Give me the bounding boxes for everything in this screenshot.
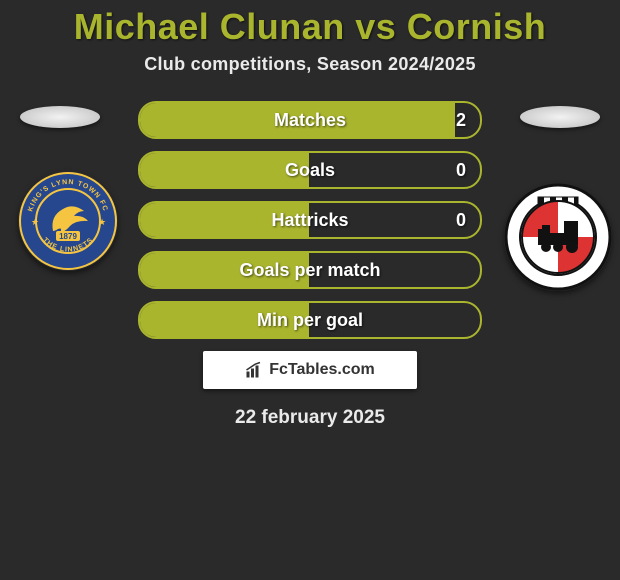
crest-left-year: 1879 [59,232,77,241]
svg-text:★: ★ [98,217,106,227]
bar-matches: Matches 2 [138,101,482,139]
player-disc-right [520,106,600,128]
bar-min-per-goal: Min per goal [138,301,482,339]
comparison-infographic: Michael Clunan vs Cornish Club competiti… [0,0,620,580]
crest-right-svg: The Quakers [504,183,612,291]
bar-label: Goals per match [140,253,480,287]
svg-text:★: ★ [31,217,39,227]
content-area: KING'S LYNN TOWN FC THE LINNETS 1879 ★ ★ [0,101,620,429]
brand-box: FcTables.com [203,351,417,389]
bar-goals: Goals 0 [138,151,482,189]
player-disc-left [20,106,100,128]
club-crest-left: KING'S LYNN TOWN FC THE LINNETS 1879 ★ ★ [18,171,118,271]
bar-label: Matches [140,103,480,137]
bar-label: Goals [140,153,480,187]
bar-label: Hattricks [140,203,480,237]
bar-value: 2 [456,103,466,137]
bar-chart-icon [245,361,263,379]
bar-goals-per-match: Goals per match [138,251,482,289]
bar-value: 0 [456,153,466,187]
brand-text: FcTables.com [269,361,375,379]
date-stamp: 22 february 2025 [0,407,620,429]
bar-label: Min per goal [140,303,480,337]
stat-bars: Matches 2 Goals 0 Hattricks 0 Goals per … [138,101,482,339]
page-title: Michael Clunan vs Cornish [0,0,620,48]
club-crest-right: The Quakers [504,183,612,291]
crest-left-svg: KING'S LYNN TOWN FC THE LINNETS 1879 ★ ★ [18,171,118,271]
bar-value: 0 [456,203,466,237]
page-subtitle: Club competitions, Season 2024/2025 [0,54,620,75]
bar-hattricks: Hattricks 0 [138,201,482,239]
